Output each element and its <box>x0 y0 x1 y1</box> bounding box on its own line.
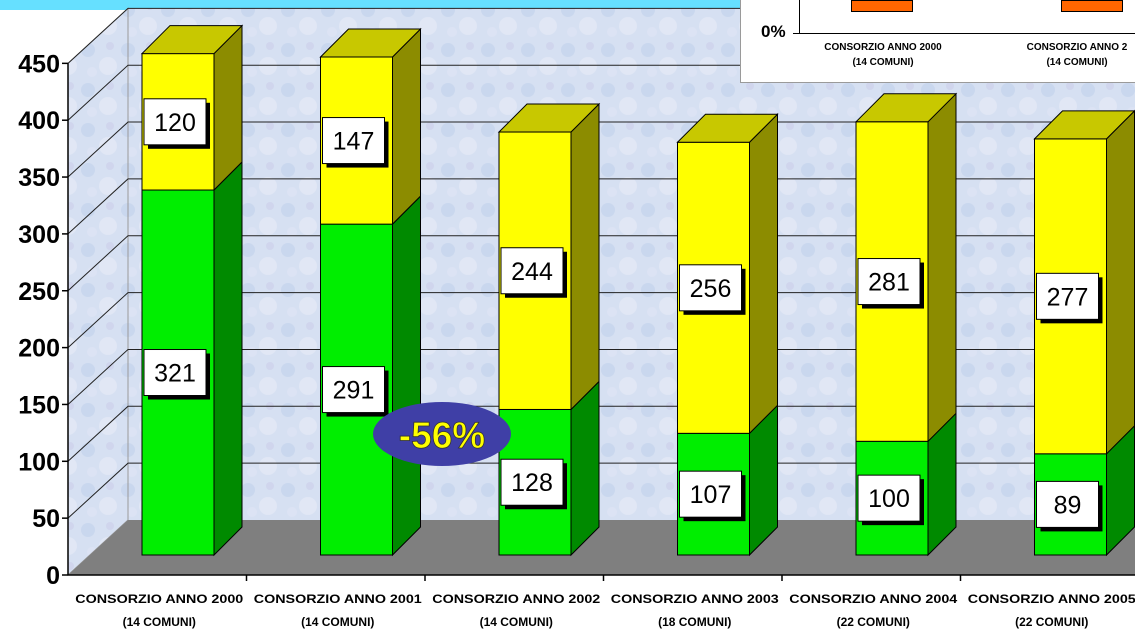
bar-1-top <box>319 28 422 58</box>
bar-2-series-1-side <box>570 102 600 411</box>
value-label-3-1: 256 <box>690 275 732 303</box>
category-label-5-line2: (22 COMUNI) <box>1015 615 1088 629</box>
bar-0-series-1-side <box>213 24 243 192</box>
category-label-3-line1: CONSORZIO ANNO 2003 <box>611 592 779 606</box>
bar-1-series-1-side <box>392 27 421 226</box>
y-tick-label-150: 150 <box>18 391 60 419</box>
inset-bar-1 <box>851 0 913 12</box>
category-label-1-line2: (14 COMUNI) <box>301 615 374 629</box>
bar-2-series-0-side <box>570 380 600 557</box>
x-axis-labels: CONSORZIO ANNO 2000 (14 COMUNI) CONSORZIO … <box>75 575 1135 629</box>
category-label-5-line1: CONSORZIO ANNO 2005 <box>968 592 1135 606</box>
value-label-5-0: 89 <box>1054 491 1082 519</box>
inset-category-1-line1: CONSORZIO ANNO 2000 <box>824 42 942 53</box>
category-label-0-line2: (14 COMUNI) <box>123 615 196 629</box>
value-labels: 321 120 291 147 128 244 107 256 100 281 89 277 <box>143 98 1103 532</box>
category-label-0-line1: CONSORZIO ANNO 2000 <box>75 592 243 606</box>
gridline-50 <box>67 462 1135 519</box>
inset-category-2-line1: CONSORZIO ANNO 2 <box>1026 42 1128 53</box>
value-label-box-4-1 <box>857 258 921 306</box>
annotation-badge: -56% <box>373 402 511 466</box>
value-label-5-1: 277 <box>1047 283 1089 311</box>
bar-3-series-1-side <box>749 113 778 435</box>
inset-category-1: CONSORZIO ANNO 2000 (14 COMUNI) <box>803 40 963 70</box>
top-banner-strip <box>0 0 1135 10</box>
inset-y-tick: 0% <box>761 22 786 41</box>
value-label-box-2-1 <box>500 247 564 295</box>
bar-5-series-1-side <box>1106 109 1135 456</box>
inset-category-2-line2: (14 COMUNI) <box>1046 57 1108 68</box>
bar-0-series-0-side <box>213 160 243 557</box>
category-label-1-line1: CONSORZIO ANNO 2001 <box>254 592 422 606</box>
value-label-box-0-1 <box>143 98 207 146</box>
back-wall <box>128 8 1135 520</box>
value-label-2-0: 128 <box>511 469 553 497</box>
category-label-4-line1: CONSORZIO ANNO 2004 <box>789 592 957 606</box>
bar-2-top <box>497 103 601 133</box>
value-label-1-0: 291 <box>333 377 375 405</box>
y-tick-label-50: 50 <box>32 505 60 533</box>
bar-0-top <box>140 25 244 55</box>
bar-3-top <box>676 113 779 143</box>
y-axis: 0 50 100 150 200 250 300 350 400 450 <box>18 50 1135 590</box>
y-tick-label-350: 350 <box>18 164 60 192</box>
inset-category-2: CONSORZIO ANNO 2 (14 COMUNI) <box>997 40 1135 70</box>
value-label-0-1: 120 <box>154 109 196 137</box>
y-tick-label-400: 400 <box>18 107 60 135</box>
gridline-250 <box>67 235 1135 292</box>
value-label-box-1-0 <box>322 366 385 414</box>
value-label-4-1: 281 <box>868 269 910 297</box>
category-label-2-line2: (14 COMUNI) <box>480 615 553 629</box>
category-label-3-line2: (18 COMUNI) <box>658 615 731 629</box>
value-label-box-1-1 <box>322 117 385 165</box>
gridline-200 <box>67 292 1135 348</box>
bar-4-top <box>854 93 958 123</box>
y-tick-label-0: 0 <box>46 562 60 590</box>
value-label-box-3-1 <box>679 264 742 312</box>
value-label-box-5-1 <box>1036 272 1099 320</box>
value-label-3-0: 107 <box>690 481 732 509</box>
value-label-4-0: 100 <box>868 485 910 513</box>
bar-1-series-0-side <box>392 194 421 557</box>
y-tick-label-450: 450 <box>18 50 60 78</box>
y-tick-label-250: 250 <box>18 278 60 306</box>
value-label-0-0: 321 <box>154 360 196 388</box>
y-tick-label-200: 200 <box>18 335 60 363</box>
value-label-box-5-0 <box>1036 480 1099 528</box>
gridlines <box>67 7 1135 519</box>
gridline-350 <box>67 121 1135 178</box>
value-label-box-2-0 <box>500 458 564 506</box>
value-label-2-1: 244 <box>511 258 553 286</box>
value-label-box-0-0 <box>143 349 207 397</box>
gridline-300 <box>67 178 1135 235</box>
value-label-box-4-0 <box>857 474 921 522</box>
value-label-box-3-0 <box>679 470 742 518</box>
category-label-2-line1: CONSORZIO ANNO 2002 <box>432 592 600 606</box>
category-label-4-line2: (22 COMUNI) <box>837 615 910 629</box>
inset-baseline <box>793 33 1135 34</box>
inset-chart: 0% CONSORZIO ANNO 2000 (14 COMUNI) CONSO… <box>740 0 1135 83</box>
inset-bar-2 <box>1061 0 1123 12</box>
value-label-1-1: 147 <box>333 128 375 156</box>
y-tick-label-300: 300 <box>18 221 60 249</box>
gridline-150 <box>67 348 1135 405</box>
inset-axis <box>799 0 800 34</box>
gridline-100 <box>67 405 1135 462</box>
bar-4-series-1-side <box>927 92 957 443</box>
inset-category-1-line2: (14 COMUNI) <box>852 57 914 68</box>
annotation-ellipse <box>373 402 511 466</box>
y-tick-label-100: 100 <box>18 448 60 476</box>
annotation-text: -56% <box>399 415 485 456</box>
